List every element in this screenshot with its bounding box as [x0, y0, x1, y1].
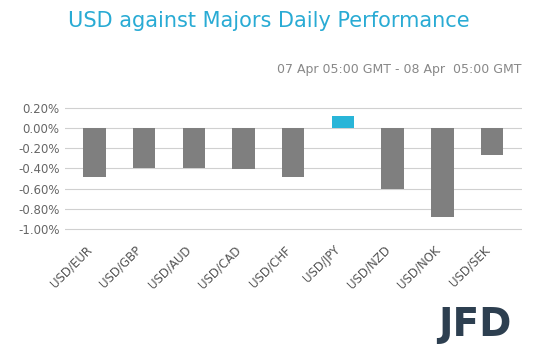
- Bar: [182, 128, 205, 168]
- Bar: [332, 116, 354, 128]
- Text: JFD: JFD: [438, 306, 511, 344]
- Bar: [232, 128, 254, 170]
- Bar: [481, 128, 503, 155]
- Bar: [133, 128, 155, 168]
- Text: 07 Apr 05:00 GMT - 08 Apr  05:00 GMT: 07 Apr 05:00 GMT - 08 Apr 05:00 GMT: [278, 63, 522, 76]
- Bar: [431, 128, 454, 217]
- Bar: [282, 128, 305, 177]
- Text: USD against Majors Daily Performance: USD against Majors Daily Performance: [68, 11, 470, 31]
- Bar: [83, 128, 105, 177]
- Bar: [381, 128, 404, 188]
